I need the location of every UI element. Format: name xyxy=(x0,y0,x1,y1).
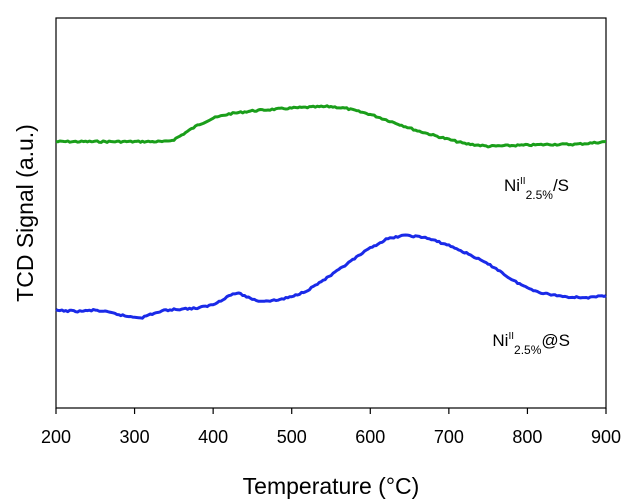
series-lines xyxy=(55,104,607,320)
x-tick-label: 300 xyxy=(120,427,150,447)
x-axis-title: Temperature (°C) xyxy=(243,473,420,499)
x-tick-label: 700 xyxy=(434,427,464,447)
x-tick-label: 400 xyxy=(198,427,228,447)
series-line-ni-at-s xyxy=(55,233,607,320)
series-label-ni-s: NiII2.5%/S xyxy=(504,176,569,202)
x-tick-label: 200 xyxy=(41,427,71,447)
x-tick-label: 500 xyxy=(277,427,307,447)
series-label-ni-at-s: NiII2.5%@S xyxy=(492,331,570,357)
plot-frame xyxy=(55,17,607,409)
x-tick-label: 800 xyxy=(512,427,542,447)
y-axis-title: TCD Signal (a.u.) xyxy=(12,124,38,302)
x-tick-label: 900 xyxy=(591,427,621,447)
x-axis-ticks: 200 300 400 500 600 700 800 900 xyxy=(41,408,621,447)
x-tick-label: 600 xyxy=(355,427,385,447)
series-line-ni-s xyxy=(55,104,606,149)
